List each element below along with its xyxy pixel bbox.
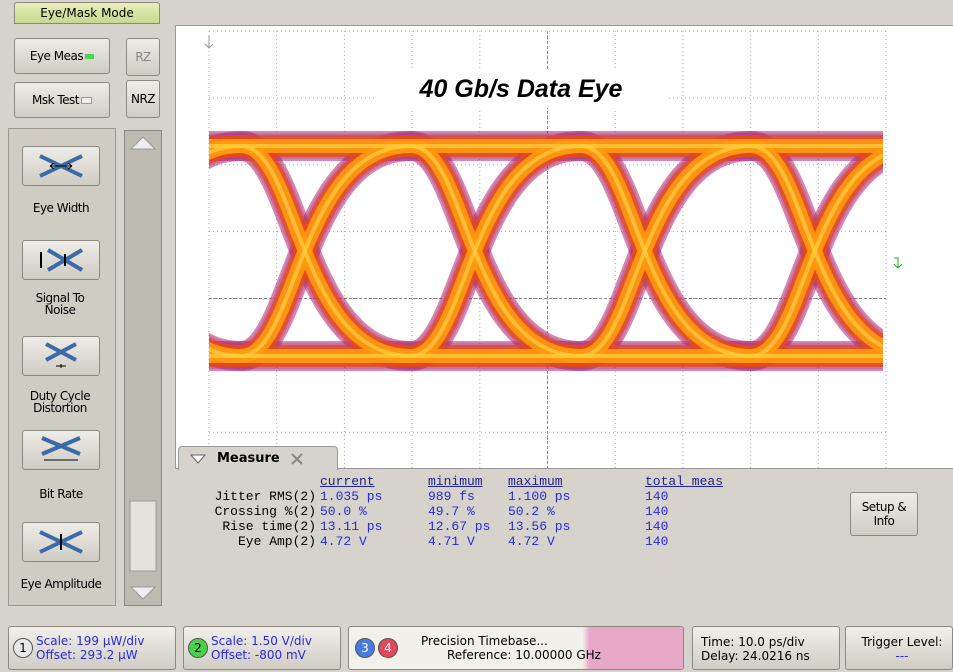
tool-label: Bit Rate xyxy=(10,488,112,500)
column-header: maximum xyxy=(508,474,563,489)
scope-screen: Eye/Mask Mode Eye Meas Msk Test RZ NRZ E… xyxy=(0,0,953,672)
delay: Delay: 24.0216 ns xyxy=(701,649,839,663)
column-header: minimum xyxy=(428,474,483,489)
icon xyxy=(36,436,86,464)
setup-info-button[interactable]: Setup & Info xyxy=(850,492,918,536)
measure-tab[interactable]: Measure xyxy=(178,446,338,470)
dcd-tool[interactable] xyxy=(22,336,100,376)
row-label: Jitter RMS(2) xyxy=(180,489,316,504)
offset: Offset: -800 mV xyxy=(211,648,312,662)
led xyxy=(85,54,94,59)
row-label: Rise time(2) xyxy=(180,519,316,534)
reference: Reference: 10.00000 GHz xyxy=(421,648,601,662)
channel-chip: 4 xyxy=(378,638,398,658)
eye-trace xyxy=(921,146,953,356)
tool-label: Eye Width xyxy=(10,202,112,214)
row-label: Eye Amp(2) xyxy=(180,534,316,549)
trigger-value: --- xyxy=(852,649,952,663)
icon xyxy=(36,248,86,272)
scroll-arrows xyxy=(125,131,161,605)
channel-chip: 2 xyxy=(188,638,208,658)
top-strip xyxy=(175,0,953,25)
trigger-label: Trigger Level: xyxy=(852,635,952,649)
collapse-icon xyxy=(189,453,207,465)
trigger-marker xyxy=(205,36,213,48)
snr-tool[interactable] xyxy=(22,240,100,280)
measure-title: Measure xyxy=(217,451,280,466)
timebase-button[interactable]: 3 4 Precision Timebase...Reference: 10.0… xyxy=(348,626,684,670)
channel-chip: 3 xyxy=(355,638,375,658)
eye-trace xyxy=(921,146,953,356)
eye-trace xyxy=(921,146,953,356)
tool-label: Eye Amplitude xyxy=(10,578,112,592)
measure-table: current minimum maximum total meas Jitter RM… xyxy=(180,474,780,564)
cell: 140 xyxy=(645,519,668,534)
cell: 4.72 V xyxy=(508,534,555,549)
icon xyxy=(36,342,86,370)
cell: 13.11 ps xyxy=(320,519,382,534)
eye-meas-button[interactable]: Eye Meas xyxy=(14,38,110,74)
row-label: Crossing %(2) xyxy=(180,504,316,519)
column-header: total meas xyxy=(645,474,723,489)
cell: 4.72 V xyxy=(320,534,367,549)
eye-trace xyxy=(921,146,953,356)
tool-label: Duty Cycle Distortion xyxy=(20,390,100,414)
offset: Offset: 293.2 µW xyxy=(36,648,144,662)
cell: 50.2 % xyxy=(508,504,555,519)
cell: 140 xyxy=(645,489,668,504)
trigger-button[interactable]: Trigger Level:--- xyxy=(845,626,953,670)
cell: 989 fs xyxy=(428,489,475,504)
eye-width-tool[interactable] xyxy=(22,146,100,186)
eye-trace xyxy=(921,146,953,356)
scale: Scale: 1.50 V/div xyxy=(211,634,312,648)
time-scale: Time: 10.0 ps/div xyxy=(701,635,839,649)
icon xyxy=(36,530,86,554)
channel-chip: 1 xyxy=(13,638,33,658)
button-label: Msk Test xyxy=(32,93,79,107)
cell: 1.035 ps xyxy=(320,489,382,504)
tool-label: Signal To Noise xyxy=(30,292,90,316)
eye-trace xyxy=(921,146,953,356)
column-header: current xyxy=(320,474,375,489)
scale: Scale: 199 µW/div xyxy=(36,634,144,648)
eye-trace xyxy=(921,146,953,356)
nrz-button[interactable]: NRZ xyxy=(126,80,160,118)
cell: 140 xyxy=(645,534,668,549)
led xyxy=(81,97,92,104)
eye-trace xyxy=(921,146,953,356)
cell: 140 xyxy=(645,504,668,519)
eye-amplitude-tool[interactable] xyxy=(22,522,100,562)
scrollbar[interactable] xyxy=(124,130,162,606)
cell: 4.71 V xyxy=(428,534,475,549)
button-label: Eye Meas xyxy=(30,49,83,63)
level-marker xyxy=(894,258,902,268)
cell: 13.56 ps xyxy=(508,519,570,534)
close-icon[interactable] xyxy=(290,452,304,466)
msk-test-button[interactable]: Msk Test xyxy=(14,82,110,118)
eye-trace xyxy=(921,146,953,356)
timebase-title: Precision Timebase... xyxy=(421,634,601,648)
cell: 50.0 % xyxy=(320,504,367,519)
bit-rate-tool[interactable] xyxy=(22,430,100,470)
eye-traces xyxy=(176,146,953,356)
eye-trace xyxy=(921,146,953,356)
cell: 12.67 ps xyxy=(428,519,490,534)
mode-tab[interactable]: Eye/Mask Mode xyxy=(14,2,160,24)
display-title: 40 Gb/s Data Eye xyxy=(376,70,666,108)
rz-button[interactable]: RZ xyxy=(126,38,160,76)
icon xyxy=(36,154,86,178)
cell: 1.100 ps xyxy=(508,489,570,504)
cell: 49.7 % xyxy=(428,504,475,519)
